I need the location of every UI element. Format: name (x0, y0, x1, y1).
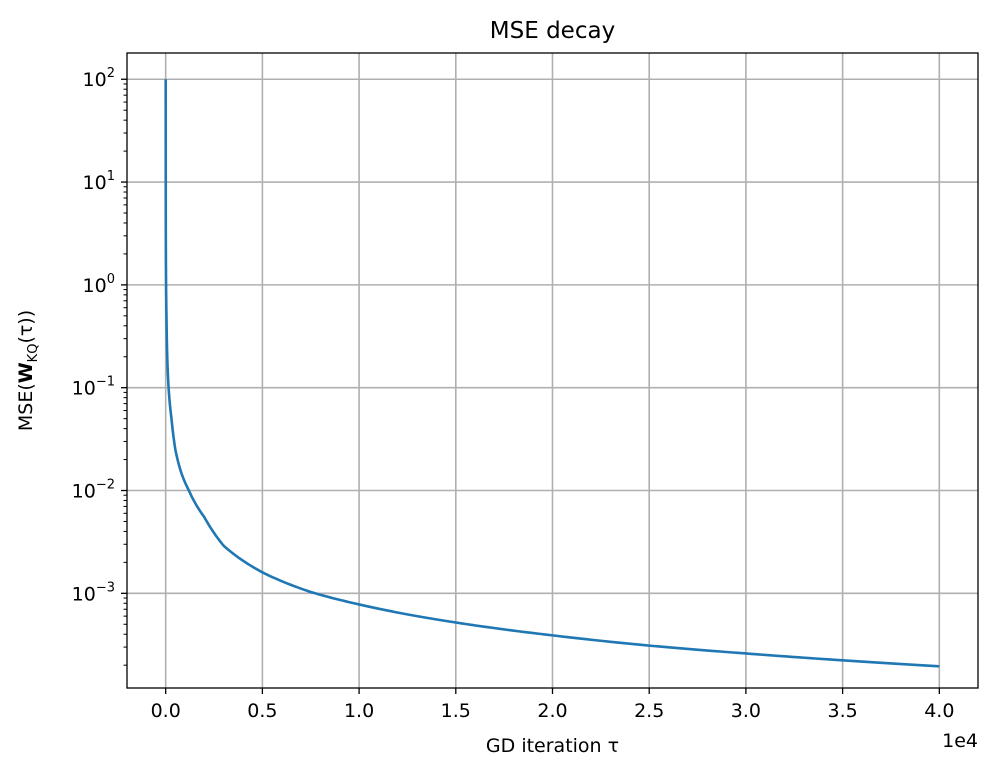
y-tick-label-exponent: 2 (107, 66, 115, 81)
x-tick-label: 0.5 (247, 700, 277, 722)
y-tick-label: 10−3 (72, 580, 115, 605)
y-axis-label-bold: W (15, 362, 37, 383)
x-tick-label: 3.0 (731, 700, 761, 722)
chart-title: MSE decay (490, 18, 615, 44)
tick-layer: 0.0 0.5 1.0 1.5 2.0 2.5 3.0 3.5 4.010210110010−1… (72, 66, 955, 722)
y-tick-label-base: 10 (72, 583, 96, 605)
x-tick-label: 3.5 (828, 700, 858, 722)
y-tick-label-exponent: −1 (96, 375, 115, 390)
y-axis-label-prefix: MSE( (15, 383, 37, 431)
x-tick-label: 2.0 (537, 700, 567, 722)
y-tick-label-exponent: 1 (107, 169, 115, 184)
y-tick-label-base: 10 (72, 378, 96, 400)
y-tick-label: 102 (83, 66, 115, 91)
x-axis-offset-label: 1e4 (942, 730, 978, 752)
y-tick-label: 101 (83, 169, 115, 194)
x-axis-label: GD iteration τ (486, 735, 619, 757)
y-tick-label: 100 (83, 272, 115, 297)
y-axis-label: MSE(WKQ(τ)) (15, 310, 41, 431)
x-tick-label: 2.5 (634, 700, 664, 722)
x-tick-label: 1.5 (441, 700, 471, 722)
y-tick-label-exponent: −3 (96, 580, 115, 595)
x-tick-label: 0.0 (151, 700, 181, 722)
x-tick-label: 4.0 (924, 700, 954, 722)
y-tick-label-base: 10 (83, 69, 107, 91)
y-tick-label-base: 10 (83, 172, 107, 194)
y-tick-label-exponent: −2 (96, 478, 115, 493)
y-tick-label-base: 10 (83, 275, 107, 297)
y-axis-label-subscript: KQ (26, 344, 41, 363)
series-layer (164, 79, 940, 668)
grid-layer (127, 53, 978, 688)
mse-series-line (164, 79, 940, 668)
y-tick-label: 10−2 (72, 478, 115, 503)
y-tick-label-exponent: 0 (107, 272, 115, 287)
y-axis-label-suffix: (τ)) (15, 310, 37, 344)
y-tick-label: 10−1 (72, 375, 115, 400)
x-tick-label: 1.0 (344, 700, 374, 722)
y-tick-label-base: 10 (72, 481, 96, 503)
